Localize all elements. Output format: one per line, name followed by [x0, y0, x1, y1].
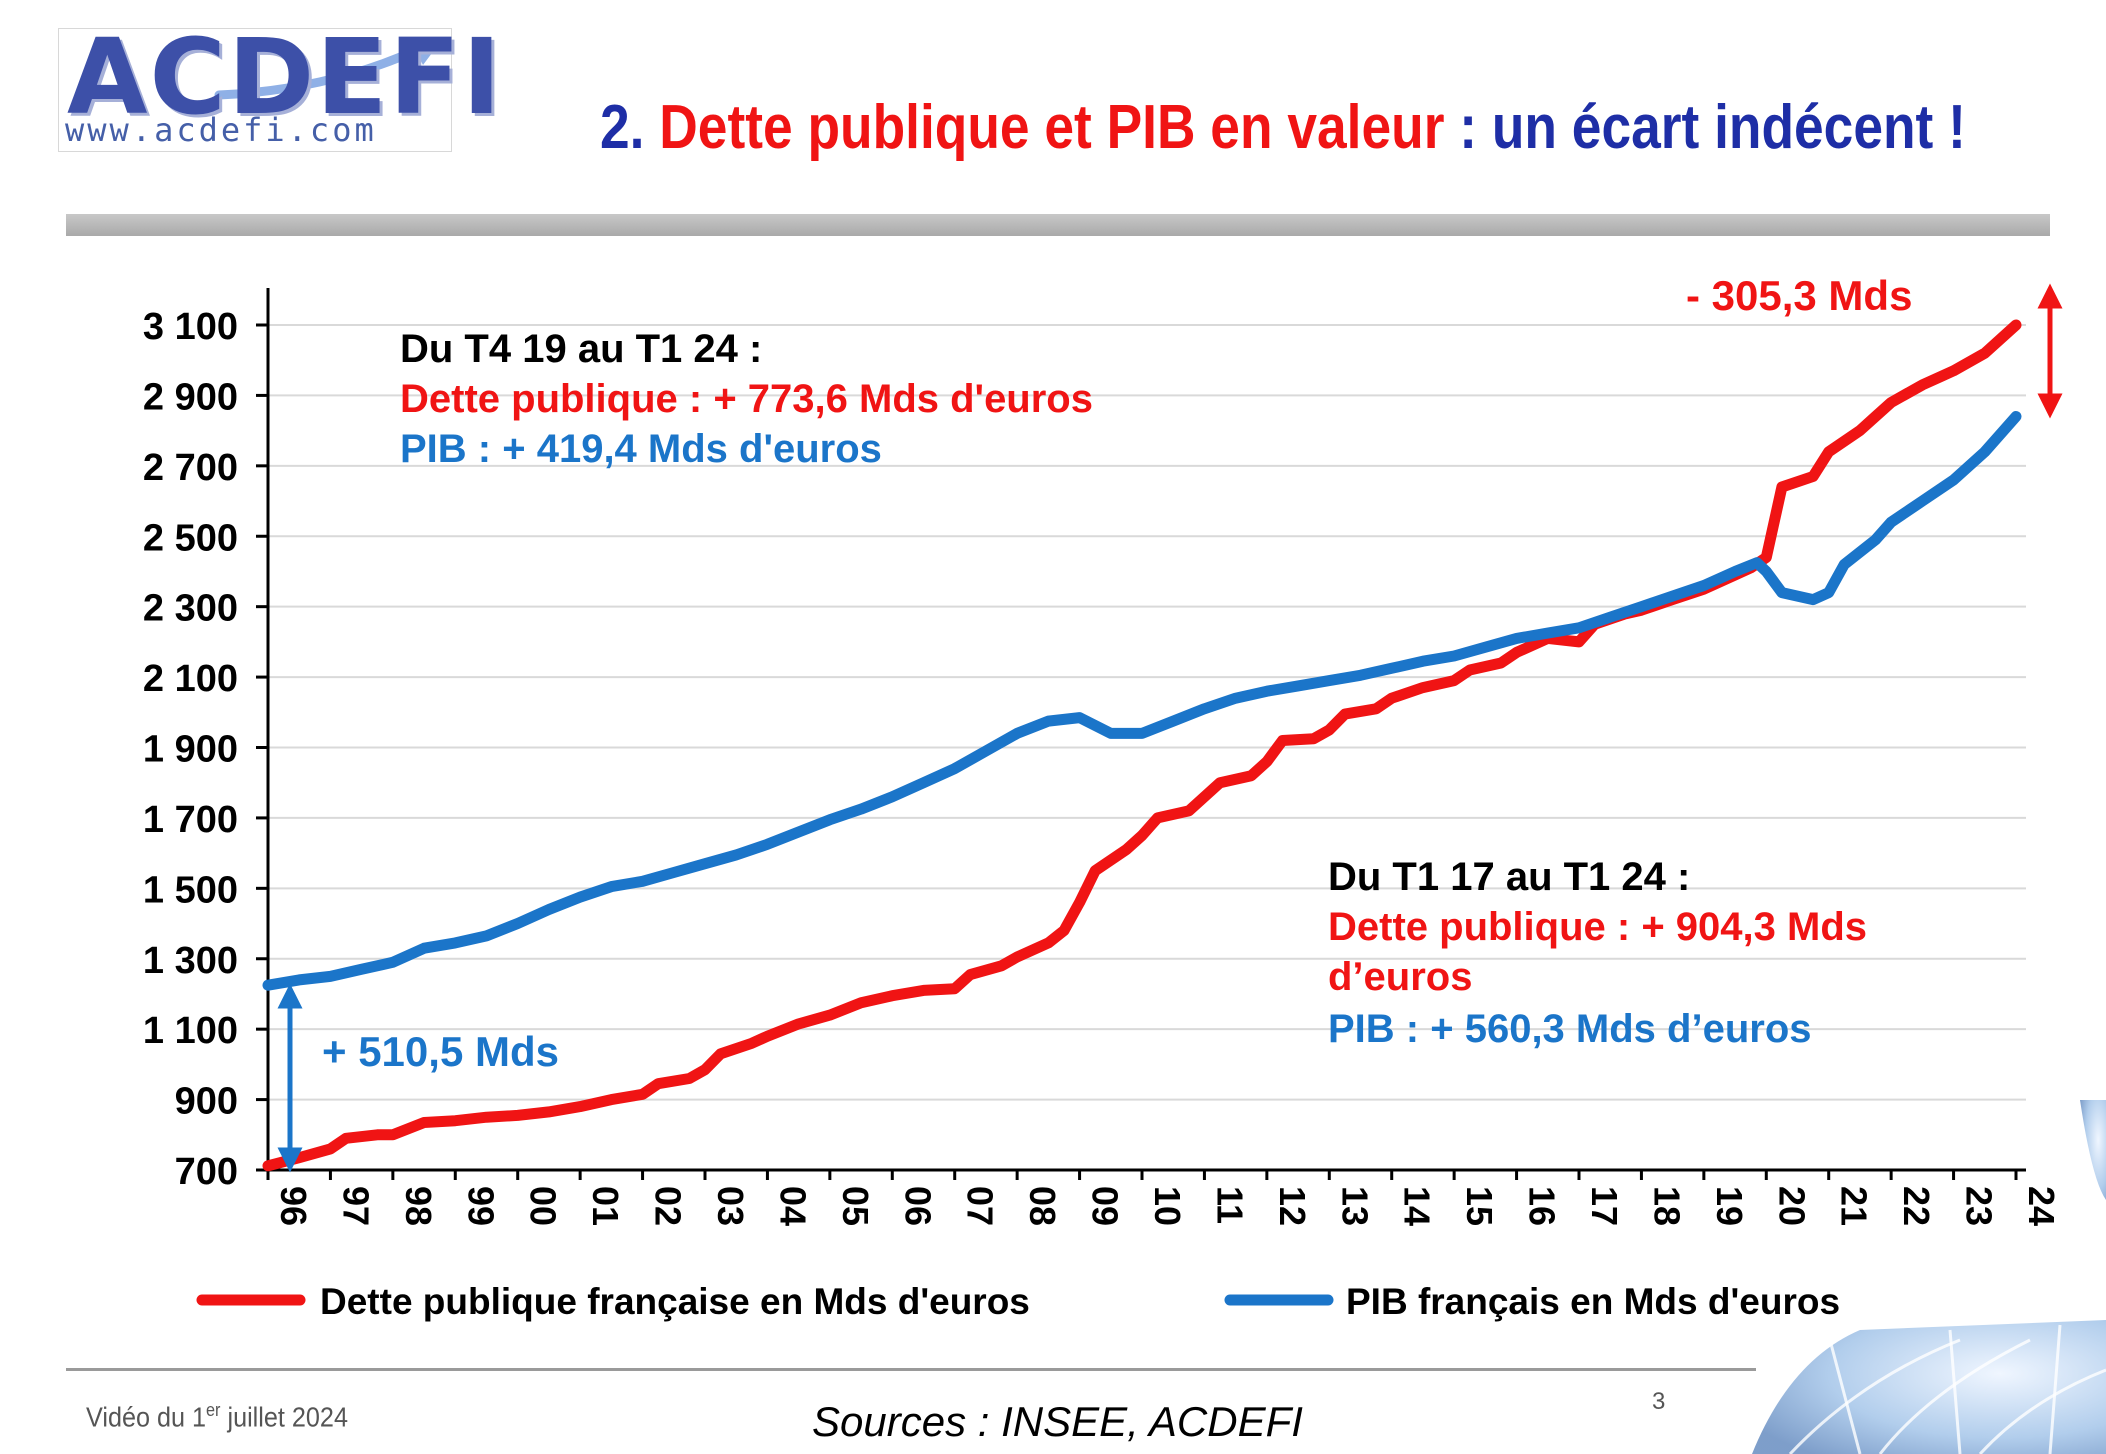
y-tick-label: 700: [175, 1151, 238, 1193]
x-tick-label: 10: [1147, 1186, 1188, 1226]
gdp-series-line: [262, 411, 2022, 991]
x-tick-label: 14: [1397, 1186, 1438, 1226]
x-tick-label: 20: [1771, 1186, 1812, 1226]
y-tick-label: 1 900: [143, 729, 238, 771]
x-tick-label: 05: [835, 1186, 876, 1226]
x-tick-label: 97: [335, 1186, 376, 1226]
x-tick-label: 17: [1584, 1186, 1625, 1226]
page-number: 3: [1652, 1388, 1666, 1415]
x-tick-label: 00: [523, 1186, 564, 1226]
x-tick-label: 13: [1334, 1186, 1375, 1226]
x-tick-label: 07: [960, 1186, 1001, 1226]
legend-gdp-label: PIB français en Mds d'euros: [1346, 1281, 1840, 1322]
x-tick-label: 18: [1646, 1186, 1687, 1226]
x-tick-label: 21: [1834, 1186, 1875, 1226]
x-tick-label: 08: [1022, 1186, 1063, 1226]
logo-arrow-icon: [214, 39, 441, 100]
y-tick-label: 2 100: [143, 658, 238, 700]
annotation-2-gdp: PIB : + 560,3 Mds d’euros: [1328, 1007, 1812, 1051]
annotation-1-head: Du T4 19 au T1 24 :: [400, 327, 762, 371]
header-divider: [66, 214, 2050, 236]
y-tick-label: 2 300: [143, 588, 238, 630]
logo-url: www.acdefi.com: [65, 111, 377, 149]
x-tick-label: 11: [1209, 1186, 1250, 1224]
x-tick-label: 22: [1896, 1186, 1937, 1226]
annotation-1-debt: Dette publique : + 773,6 Mds d'euros: [400, 377, 1093, 421]
annotation-2-debt-line2: d’euros: [1328, 955, 1472, 999]
annotation-1-gdp: PIB : + 419,4 Mds d'euros: [400, 427, 882, 471]
footer-divider: [66, 1368, 1756, 1371]
gap-start-label: + 510,5 Mds: [322, 1028, 559, 1075]
x-tick-label: 19: [1709, 1186, 1750, 1226]
y-tick-label: 900: [175, 1081, 238, 1123]
x-tick-label: 12: [1272, 1186, 1313, 1226]
x-tick-label: 98: [398, 1186, 439, 1226]
x-tick-label: 96: [273, 1186, 314, 1226]
title-number: 2.: [600, 93, 645, 162]
x-tick-label: 15: [1459, 1186, 1500, 1226]
x-tick-label: 06: [897, 1186, 938, 1226]
x-tick-label: 99: [460, 1186, 501, 1226]
annotation-2-head: Du T1 17 au T1 24 :: [1328, 855, 1690, 899]
chart-legend: Dette publique française en Mds d'euros …: [196, 1281, 1840, 1322]
y-tick-label: 2 500: [143, 517, 238, 559]
footer-sources: Sources : INSEE, ACDEFI: [812, 1398, 1303, 1445]
footer-date: Vidéo du 1er juillet 2024: [86, 1400, 348, 1433]
gap-end-label: - 305,3 Mds: [1686, 272, 1912, 319]
x-tick-label: 23: [1959, 1186, 2000, 1226]
y-tick-label: 2 900: [143, 376, 238, 418]
page-title: 2. Dette publique et PIB en valeur : un …: [600, 92, 1966, 163]
annotation-2-debt-line1: Dette publique : + 904,3 Mds: [1328, 905, 1867, 949]
y-tick-label: 2 700: [143, 447, 238, 489]
x-tick-label: 24: [2021, 1186, 2062, 1226]
title-main: Dette publique et PIB en valeur: [659, 93, 1445, 162]
x-tick-label: 04: [772, 1186, 813, 1226]
logo-name: ACDEFI: [67, 16, 503, 138]
y-tick-label: 1 500: [143, 869, 238, 911]
x-tick-label: 02: [648, 1186, 689, 1226]
y-tick-label: 3 100: [143, 306, 238, 348]
legend-debt-label: Dette publique française en Mds d'euros: [320, 1281, 1030, 1322]
x-tick-label: 16: [1522, 1186, 1563, 1226]
x-tick-label: 09: [1085, 1186, 1126, 1226]
acdefi-logo: ACDEFI www.acdefi.com: [58, 25, 501, 152]
x-tick-label: 03: [710, 1186, 751, 1226]
y-tick-label: 1 100: [143, 1010, 238, 1052]
title-tail: : un écart indécent !: [1444, 93, 1966, 162]
debt-gdp-line-chart: 700 900 1 100 1 300 1 500 1 700 1 900 2 100 2 30…: [143, 272, 2063, 1322]
x-tick-label: 01: [585, 1186, 626, 1226]
y-tick-label: 1 300: [143, 940, 238, 982]
y-tick-label: 1 700: [143, 799, 238, 841]
